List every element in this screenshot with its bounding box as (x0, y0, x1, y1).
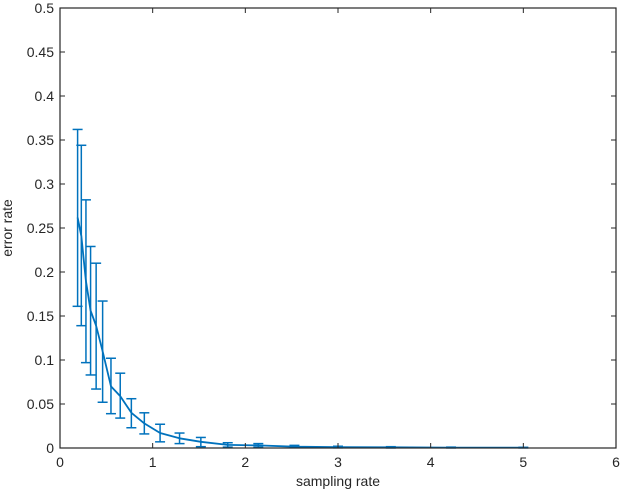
y-tick-label: 0.35 (27, 132, 54, 148)
series-line (76, 217, 524, 449)
y-tick-label: 0 (46, 440, 54, 456)
x-tick-label: 2 (241, 454, 249, 470)
y-tick-label: 0.3 (35, 176, 55, 192)
y-tick-label: 0.05 (27, 396, 54, 412)
y-tick-label: 0.45 (27, 44, 54, 60)
axes (59, 7, 617, 449)
x-axis-label: sampling rate (296, 473, 380, 489)
y-tick-label: 0.2 (35, 264, 55, 280)
y-tick-label: 0.15 (27, 308, 54, 324)
y-axis-label: error rate (0, 199, 15, 257)
tick-labels: 0 1 2 3 4 5 6 0 0.05 0.1 0.15 0.2 0.25 0.3 0.35 0.4 0.45… (27, 0, 620, 470)
y-tick-label: 0.5 (35, 0, 55, 16)
series-layer (72, 128, 529, 449)
x-tick-label: 1 (149, 454, 157, 470)
x-tick-label: 3 (334, 454, 342, 470)
axes-box (59, 7, 617, 449)
x-tick-label: 0 (56, 454, 64, 470)
x-tick-label: 6 (612, 454, 620, 470)
x-tick-label: 4 (427, 454, 435, 470)
y-tick-label: 0.4 (35, 88, 55, 104)
y-tick-label: 0.25 (27, 220, 54, 236)
y-tick-label: 0.1 (35, 352, 55, 368)
x-tick-label: 5 (519, 454, 527, 470)
